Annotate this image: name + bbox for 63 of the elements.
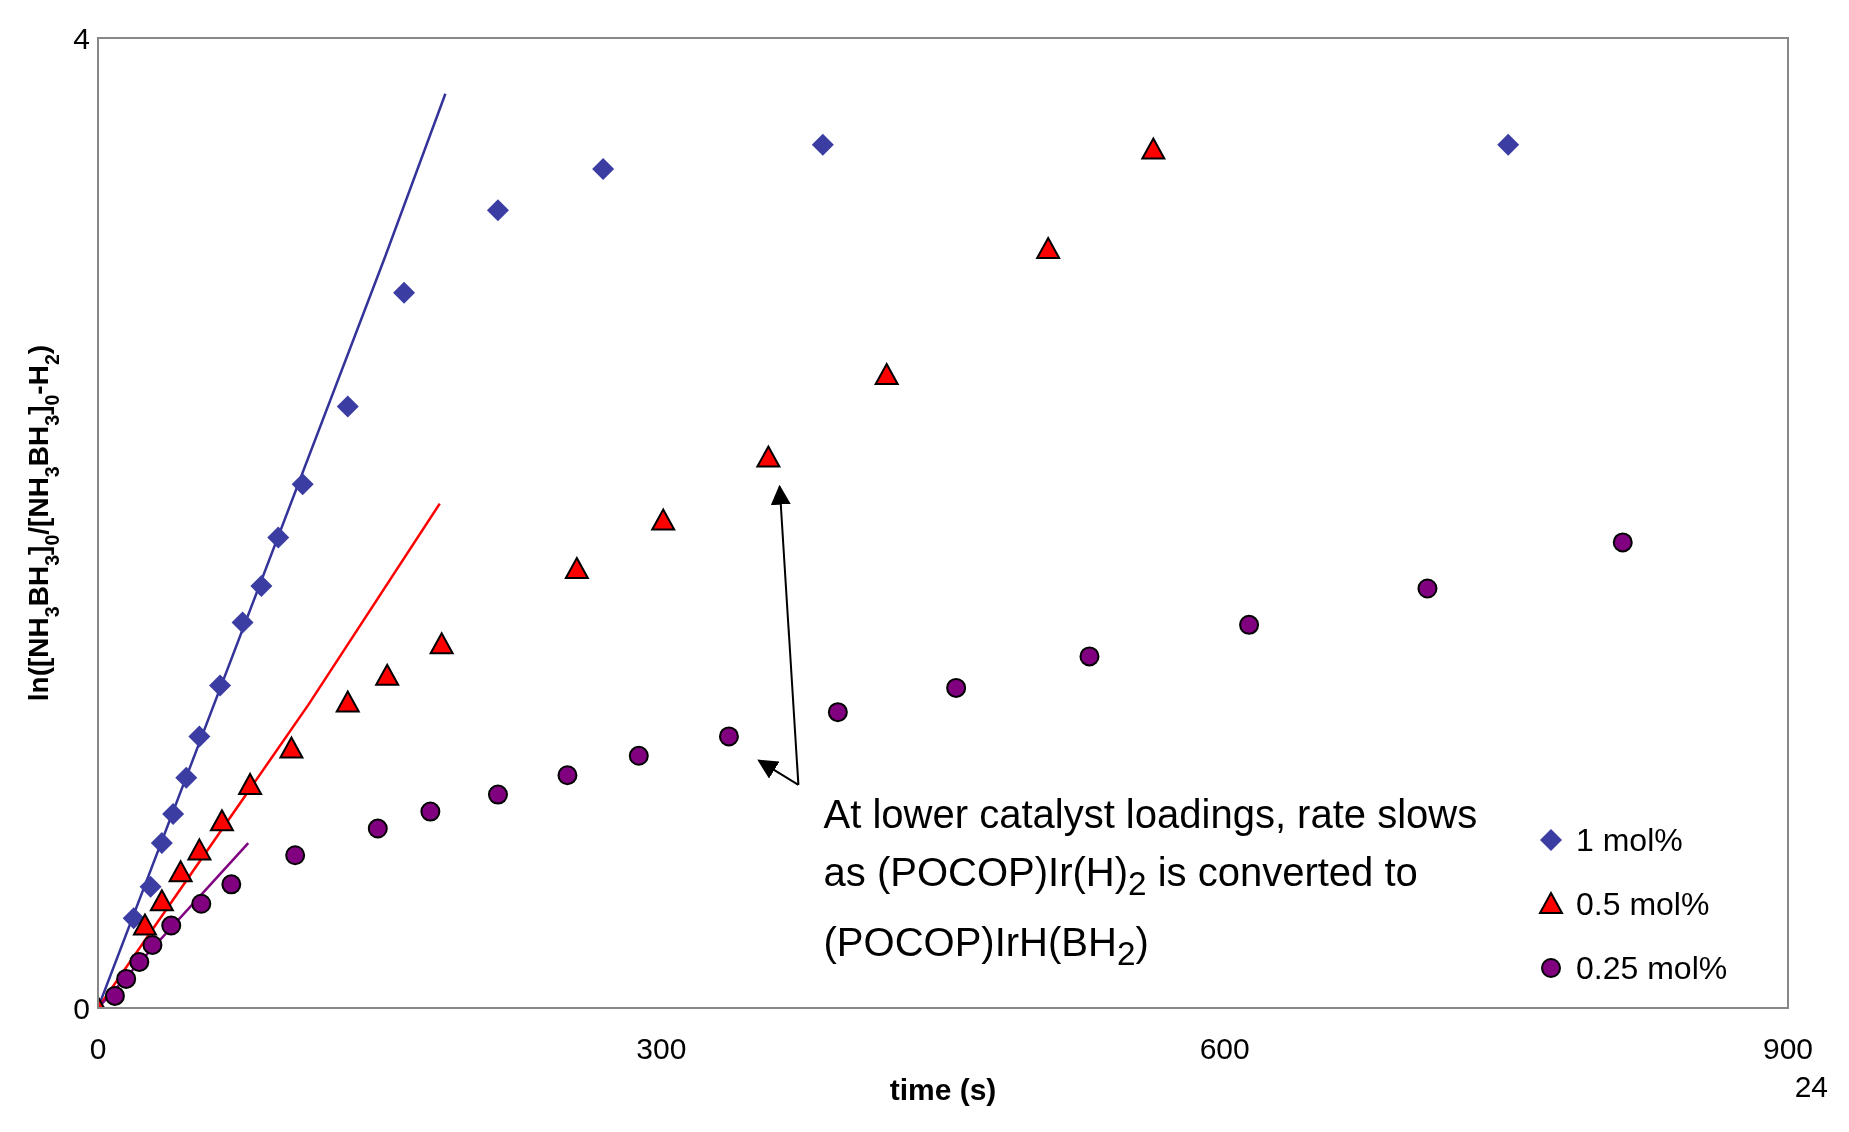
point	[1079, 646, 1100, 667]
point	[335, 690, 360, 713]
point	[150, 832, 173, 855]
point	[161, 915, 182, 936]
point	[139, 875, 162, 898]
point	[1141, 137, 1166, 160]
legend-label: 0.5 mol%	[1576, 885, 1710, 924]
x-tick-label: 900	[1762, 1032, 1814, 1066]
x-axis-title: time (s)	[889, 1073, 997, 1106]
point	[116, 968, 137, 989]
text: 24	[1794, 1070, 1828, 1104]
point	[420, 801, 441, 822]
point	[231, 611, 254, 634]
point	[557, 765, 578, 786]
point	[267, 526, 290, 549]
point	[291, 473, 314, 496]
point	[628, 745, 649, 766]
point	[756, 445, 781, 468]
point	[188, 725, 211, 748]
point	[336, 395, 359, 418]
point	[168, 860, 193, 883]
point	[191, 893, 212, 914]
point	[367, 818, 388, 839]
y-tick-label: 4	[73, 21, 90, 55]
x-tick-label: 600	[1199, 1032, 1250, 1066]
point	[187, 838, 212, 861]
point	[279, 736, 304, 759]
point	[209, 674, 232, 697]
text: At lower catalyst loadings, rate slows as (POCOP)Ir(H)$_{2}$ is converted to (POCOP)IrH(BH$_{2}$)	[823, 791, 1478, 972]
legend-label: 0.25 mol%	[1576, 949, 1728, 988]
point	[827, 702, 848, 723]
point	[393, 281, 416, 304]
point	[651, 508, 676, 531]
point	[104, 985, 125, 1006]
point	[1239, 614, 1260, 635]
point	[718, 726, 739, 747]
point	[946, 677, 967, 698]
point	[1612, 532, 1633, 553]
point	[564, 557, 589, 580]
legend-label: 1 mol%	[1576, 821, 1683, 860]
point	[1497, 133, 1520, 156]
point	[209, 809, 234, 832]
point	[285, 845, 306, 866]
point	[250, 575, 273, 598]
point	[149, 889, 174, 912]
point	[132, 913, 157, 936]
point	[238, 772, 263, 795]
point	[375, 663, 400, 686]
point	[175, 766, 198, 789]
point	[874, 363, 899, 386]
point	[486, 199, 509, 222]
point	[811, 133, 834, 156]
x-tick-label: 300	[636, 1032, 687, 1066]
point	[221, 874, 242, 895]
point	[142, 934, 163, 955]
point	[1036, 236, 1061, 259]
point	[122, 907, 145, 930]
point	[1417, 578, 1438, 599]
point	[592, 157, 615, 180]
point	[162, 803, 185, 825]
point	[129, 951, 150, 972]
point	[487, 784, 508, 805]
point	[429, 632, 454, 655]
